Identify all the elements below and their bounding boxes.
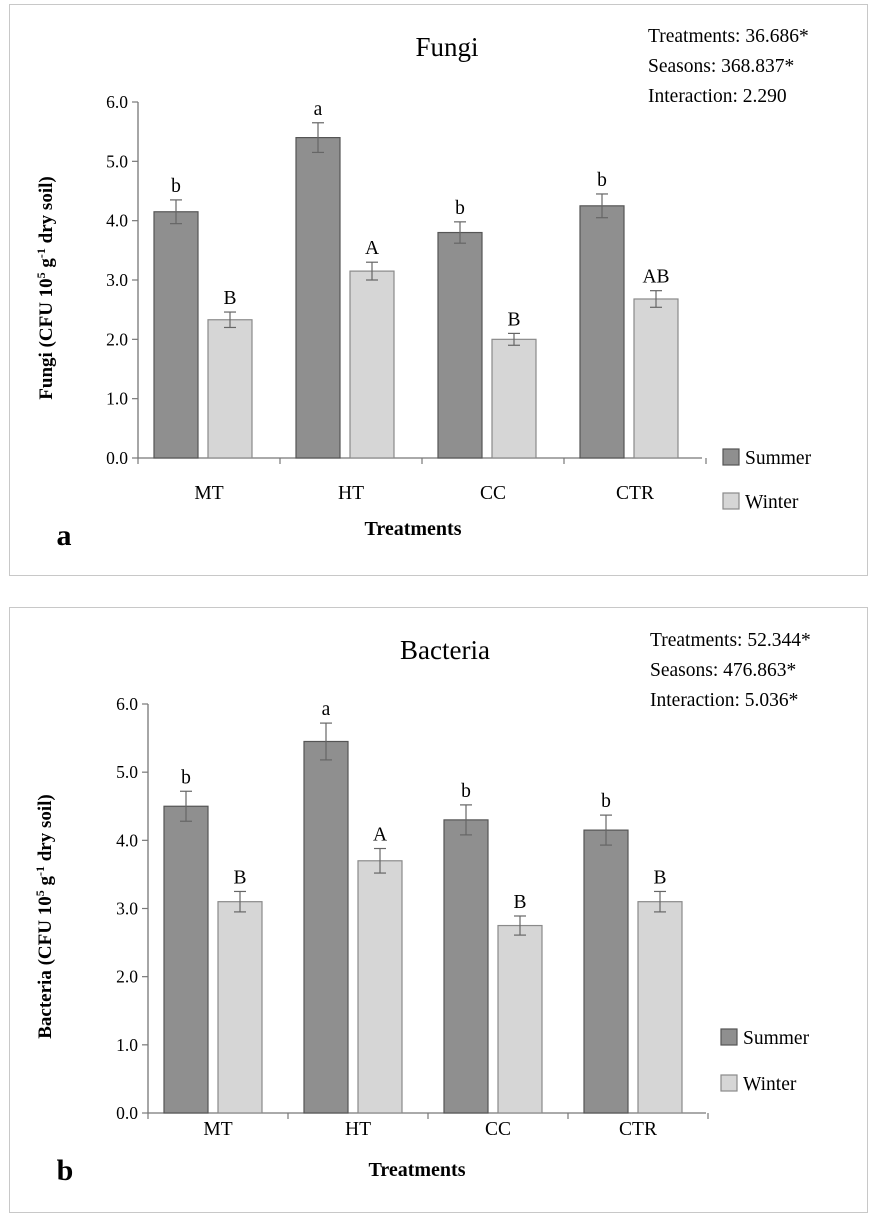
summer-bar-ctr (579, 205, 625, 459)
bacteria-chart-panel: Bacteria Treatments: 52.344* Seasons: 476.… (9, 607, 868, 1213)
winter-bar-cc (491, 338, 537, 459)
winter-bar-ctr (637, 901, 683, 1114)
y-tick-label: 2.0 (106, 329, 128, 349)
summer-bar-cc (443, 819, 489, 1114)
significance-letter: A (373, 825, 387, 846)
significance-letter: b (181, 767, 191, 788)
y-tick-label: 3.0 (116, 899, 138, 919)
y-tick-label: 4.0 (106, 211, 128, 231)
summer-legend-swatch (720, 1028, 738, 1046)
summer-bar-ht (295, 137, 341, 459)
winter-bar-ctr (633, 298, 679, 459)
summer-legend-label: Summer (745, 448, 812, 469)
bacteria-chart: Bacteria Treatments: 52.344* Seasons: 476.… (33, 630, 811, 1187)
x-tick-label: MT (203, 1119, 232, 1140)
y-axis-label-superscript: 5 (33, 890, 47, 896)
y-tick-label: 3.0 (106, 270, 128, 290)
summer-legend-label: Summer (743, 1028, 810, 1049)
winter-bar-cc (497, 924, 543, 1114)
y-tick-label: 6.0 (116, 694, 138, 714)
winter-bar-ht (349, 270, 395, 459)
x-tick-label: CTR (616, 483, 654, 504)
summer-bar-cc (437, 231, 483, 459)
x-axis-label: Treatments (368, 1159, 465, 1181)
chart-title: Fungi (415, 32, 478, 62)
y-tick-label: 4.0 (116, 830, 138, 850)
fungi-chart-panel: Fungi Treatments: 36.686* Seasons: 368.837… (9, 4, 868, 576)
fungi-chart: Fungi Treatments: 36.686* Seasons: 368.837… (34, 26, 812, 552)
significance-letter: b (601, 791, 611, 812)
summer-legend-swatch (722, 448, 740, 466)
y-axis-label-part: Bacteria (CFU 10 (35, 896, 56, 1038)
y-axis-label-superscript: -1 (33, 866, 47, 876)
winter-bar-mt (207, 319, 253, 459)
significance-letter: a (322, 699, 331, 720)
y-tick-label: 5.0 (106, 151, 128, 171)
significance-letter: B (223, 288, 236, 309)
chart-title: Bacteria (400, 635, 490, 665)
x-tick-label: CC (480, 483, 506, 504)
stats-line: Treatments: 52.344* (650, 630, 811, 651)
y-axis-label-superscript: -1 (34, 248, 48, 258)
significance-letter: B (233, 867, 246, 888)
significance-letter: B (653, 867, 666, 888)
y-tick-label: 1.0 (116, 1035, 138, 1055)
y-tick-label: 0.0 (106, 448, 128, 468)
x-tick-label: HT (338, 483, 364, 504)
significance-letter: A (365, 238, 379, 259)
y-tick-label: 1.0 (106, 389, 128, 409)
stats-line: Seasons: 368.837* (648, 56, 794, 77)
x-tick-label: HT (345, 1119, 371, 1140)
x-axis-label: Treatments (364, 518, 461, 540)
y-axis-label-superscript: 5 (34, 272, 48, 278)
x-tick-label: MT (194, 483, 223, 504)
stats-line: Seasons: 476.863* (650, 660, 796, 681)
summer-bar-mt (163, 805, 209, 1114)
summer-bar-ht (303, 740, 349, 1114)
significance-letter: b (461, 781, 471, 802)
significance-letter: B (507, 309, 520, 330)
y-tick-label: 5.0 (116, 762, 138, 782)
summer-bar-mt (153, 211, 199, 459)
stats-line: Treatments: 36.686* (648, 26, 809, 47)
winter-legend-swatch (722, 492, 740, 510)
x-tick-label: CC (485, 1119, 511, 1140)
y-tick-label: 2.0 (116, 967, 138, 987)
y-tick-label: 6.0 (106, 92, 128, 112)
summer-bar-ctr (583, 829, 629, 1114)
y-axis-label-part: dry soil) (35, 794, 56, 866)
significance-letter: B (513, 892, 526, 913)
winter-legend-label: Winter (743, 1074, 797, 1095)
stats-line: Interaction: 5.036* (650, 690, 798, 711)
significance-letter: a (314, 99, 323, 120)
y-axis-label-part: dry soil) (36, 176, 57, 248)
winter-bar-ht (357, 860, 403, 1114)
winter-legend-swatch (720, 1074, 738, 1092)
winter-legend-label: Winter (745, 492, 799, 513)
significance-letter: AB (642, 267, 669, 288)
significance-letter: b (171, 176, 181, 197)
y-axis-label-part: g (36, 258, 57, 273)
y-axis-label: Fungi (CFU 105 g-1 dry soil) (34, 176, 57, 399)
significance-letter: b (597, 170, 607, 191)
significance-letter: b (455, 198, 465, 219)
y-axis-label-part: g (35, 876, 56, 891)
y-axis-label: Bacteria (CFU 105 g-1 dry soil) (33, 794, 56, 1039)
y-tick-label: 0.0 (116, 1103, 138, 1123)
winter-bar-mt (217, 901, 263, 1114)
y-axis-label-part: Fungi (CFU 10 (36, 278, 57, 399)
panel-label: b (57, 1154, 74, 1187)
stats-line: Interaction: 2.290 (648, 86, 787, 107)
x-tick-label: CTR (619, 1119, 657, 1140)
panel-label: a (57, 519, 72, 552)
